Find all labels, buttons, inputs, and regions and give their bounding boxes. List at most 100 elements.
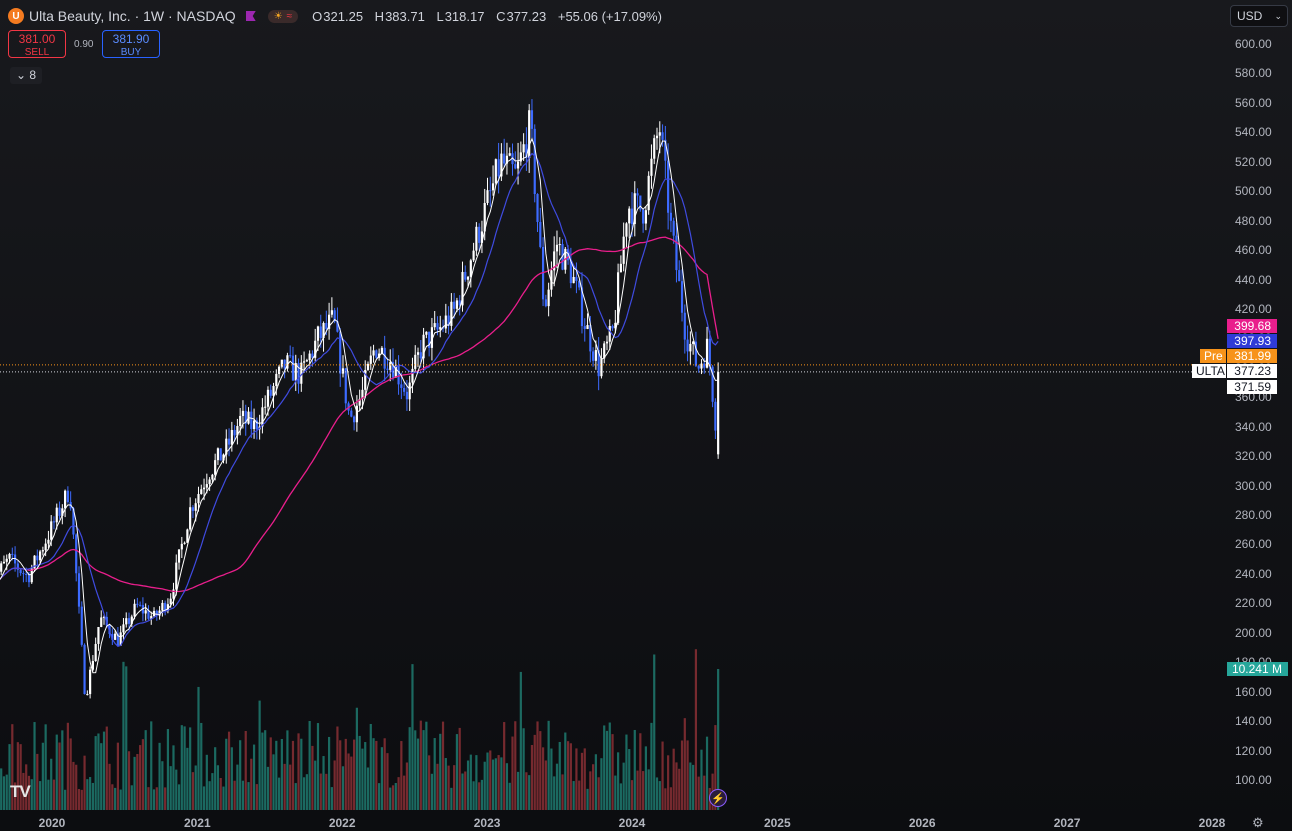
price-tag-value: 381.99 bbox=[1227, 349, 1277, 363]
change-value: +55.06 (+17.09%) bbox=[557, 8, 662, 24]
volume-bar bbox=[227, 731, 231, 810]
volume-bar bbox=[19, 744, 22, 810]
volume-bar bbox=[491, 759, 495, 810]
volume-bar bbox=[655, 777, 659, 810]
candle-body bbox=[64, 490, 67, 509]
candle-body bbox=[161, 602, 164, 611]
candle-body bbox=[608, 326, 611, 342]
candle-body bbox=[583, 326, 586, 329]
candle-body bbox=[241, 410, 245, 416]
y-tick-label: 260.00 bbox=[1235, 537, 1272, 552]
indicators-toggle[interactable]: ⌄ 8 bbox=[10, 67, 43, 84]
candle-body bbox=[416, 352, 420, 355]
candle-body bbox=[122, 624, 125, 633]
low-value: 318.17 bbox=[444, 8, 485, 24]
volume-bar bbox=[416, 738, 420, 810]
volume-bar bbox=[0, 768, 3, 810]
candle-body bbox=[291, 355, 295, 381]
candle-body bbox=[703, 363, 706, 368]
candle-body bbox=[150, 616, 153, 619]
y-tick-label: 100.00 bbox=[1235, 773, 1272, 787]
candle-body bbox=[58, 507, 61, 516]
volume-bar bbox=[69, 738, 72, 810]
candle-body bbox=[692, 341, 695, 344]
volume-bar bbox=[408, 727, 411, 810]
volume-bar bbox=[705, 736, 709, 810]
candle-body bbox=[255, 420, 258, 430]
volume-bar bbox=[489, 750, 492, 810]
y-tick-label: 160.00 bbox=[1235, 684, 1272, 699]
volume-bar bbox=[528, 775, 531, 810]
volume-bar bbox=[375, 740, 378, 810]
volume-bar bbox=[164, 787, 167, 810]
candle-body bbox=[605, 341, 609, 344]
volume-bar bbox=[102, 731, 106, 810]
volume-bar bbox=[252, 744, 256, 810]
candle-body bbox=[430, 327, 434, 348]
tradingview-logo-icon[interactable]: TV bbox=[10, 782, 31, 801]
volume-bar bbox=[391, 785, 395, 810]
volume-bar bbox=[464, 771, 467, 810]
candle-body bbox=[383, 347, 386, 369]
candle-body bbox=[277, 366, 281, 374]
volume-bar bbox=[341, 766, 345, 810]
candle-body bbox=[11, 553, 14, 555]
volume-bar bbox=[630, 780, 634, 810]
candle-body bbox=[472, 250, 475, 261]
candle-body bbox=[272, 385, 275, 396]
candle-body bbox=[19, 569, 22, 574]
candle-body bbox=[622, 236, 625, 264]
volume-bar bbox=[503, 722, 506, 810]
volume-bar bbox=[77, 788, 81, 810]
candle-body bbox=[555, 244, 559, 252]
symbol-title[interactable]: Ulta Beauty, Inc. · 1W · NASDAQ bbox=[29, 8, 236, 24]
candle-body bbox=[127, 618, 131, 624]
candle-body bbox=[364, 369, 367, 390]
lightning-icon[interactable]: ⚡ bbox=[709, 789, 727, 807]
y-tick-label: 440.00 bbox=[1235, 272, 1272, 287]
volume-bar bbox=[13, 782, 17, 810]
market-status-pill[interactable]: ☀ ≈ bbox=[267, 9, 299, 23]
volume-bar bbox=[277, 777, 281, 810]
candle-body bbox=[458, 300, 461, 306]
chevron-down-icon: ⌄ bbox=[1274, 11, 1282, 21]
candle-body bbox=[30, 568, 33, 583]
candle-body bbox=[614, 322, 617, 329]
sell-button[interactable]: 381.00 SELL bbox=[8, 30, 66, 58]
candle-body bbox=[294, 363, 297, 381]
candle-body bbox=[630, 208, 634, 225]
candle-body bbox=[625, 223, 628, 237]
y-tick-label: 120.00 bbox=[1235, 743, 1272, 758]
candle-body bbox=[86, 694, 89, 696]
currency-select[interactable]: USD ⌄ bbox=[1230, 5, 1288, 27]
volume-bar bbox=[566, 741, 570, 810]
candle-body bbox=[191, 507, 195, 511]
volume-bar bbox=[83, 755, 86, 810]
candle-body bbox=[464, 271, 467, 280]
volume-bar bbox=[608, 722, 611, 810]
volume-bar bbox=[222, 786, 225, 810]
candle-body bbox=[575, 276, 578, 281]
candle-body bbox=[261, 407, 264, 427]
volume-bar bbox=[522, 728, 525, 810]
candle-body bbox=[339, 331, 342, 374]
candle-body bbox=[52, 521, 56, 523]
volume-bar bbox=[355, 707, 358, 810]
gear-icon[interactable]: ⚙ bbox=[1252, 815, 1264, 830]
candle-body bbox=[400, 384, 403, 388]
candle-body bbox=[530, 110, 534, 129]
candle-body bbox=[27, 574, 31, 583]
volume-bar bbox=[302, 777, 306, 810]
volume-bar bbox=[214, 747, 217, 810]
volume-bar bbox=[286, 730, 289, 810]
buy-button[interactable]: 381.90 BUY bbox=[102, 30, 160, 58]
candle-body bbox=[91, 660, 94, 670]
ohlc-readout: O321.25 H383.71 L318.17 C377.23 +55.06 (… bbox=[312, 8, 662, 24]
candle-body bbox=[408, 382, 411, 400]
volume-bar bbox=[150, 721, 153, 810]
volume-bar bbox=[403, 775, 406, 810]
volume-bar bbox=[200, 722, 203, 810]
flag-icon[interactable] bbox=[245, 11, 256, 21]
